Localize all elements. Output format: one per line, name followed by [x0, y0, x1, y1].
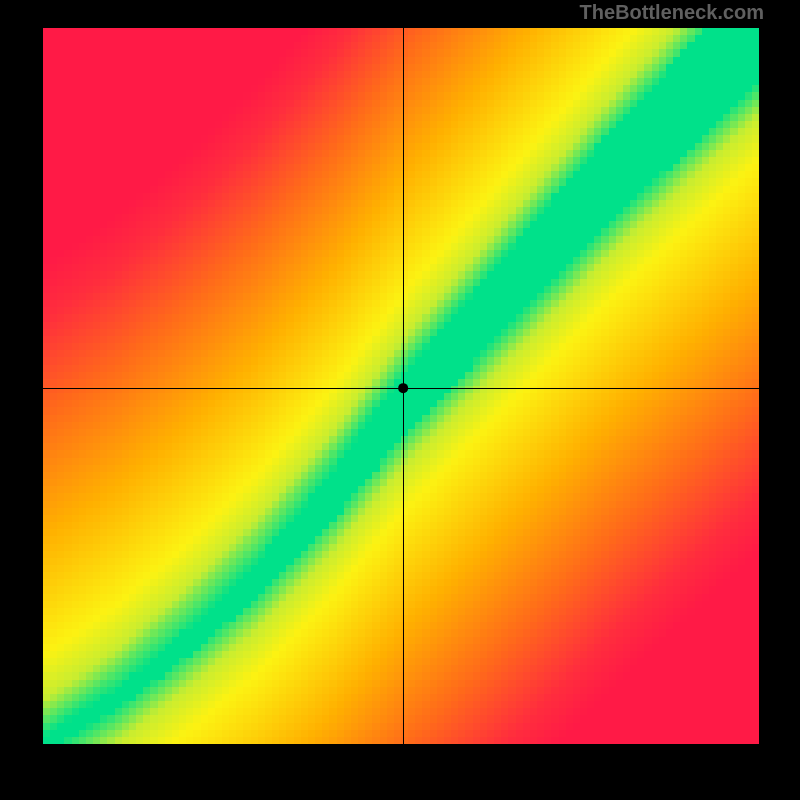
watermark-text: TheBottleneck.com — [580, 2, 764, 25]
bottleneck-heatmap — [43, 28, 759, 744]
chart-container: TheBottleneck.com — [0, 0, 800, 800]
